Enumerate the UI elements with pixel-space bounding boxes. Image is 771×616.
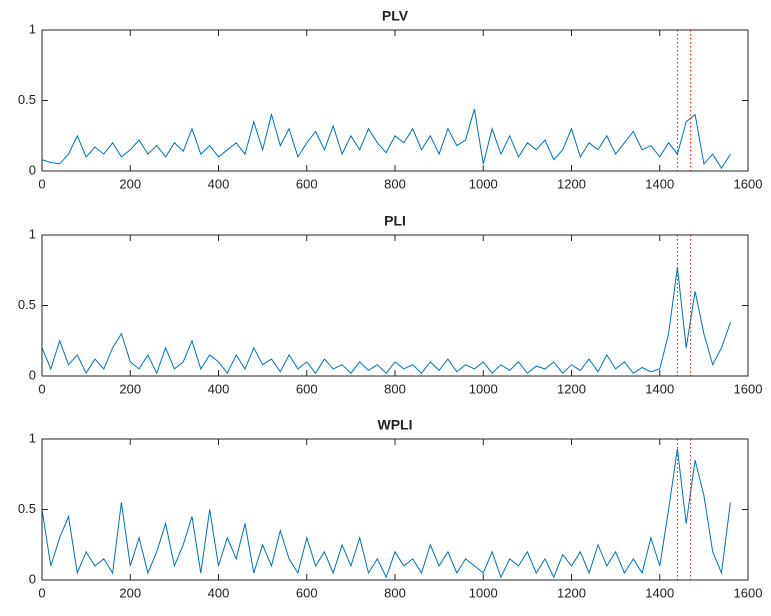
chart-title: WPLI <box>378 417 413 433</box>
x-tick-label: 1600 <box>734 176 763 191</box>
x-tick-label: 1600 <box>734 381 763 396</box>
x-tick-label: 1200 <box>557 176 586 191</box>
x-tick-label: 1200 <box>557 381 586 396</box>
x-tick-label: 0 <box>38 381 45 396</box>
x-tick-label: 800 <box>384 381 406 396</box>
x-tick-label: 200 <box>119 585 141 600</box>
x-tick-label: 600 <box>296 381 318 396</box>
x-tick-label: 200 <box>119 381 141 396</box>
y-tick-label: 1 <box>29 21 36 36</box>
data-line <box>41 448 731 579</box>
y-tick-label: 1 <box>29 430 36 445</box>
x-tick-label: 800 <box>384 585 406 600</box>
x-tick-label: 0 <box>38 176 45 191</box>
y-tick-label: 0 <box>29 162 36 177</box>
y-tick-label: 0 <box>29 571 36 586</box>
chart-title: PLI <box>384 213 406 229</box>
chart-title: PLV <box>382 8 409 24</box>
y-tick-label: 0.5 <box>18 92 36 107</box>
axes-box <box>41 29 749 172</box>
y-tick-label: 0.5 <box>18 297 36 312</box>
x-tick-label: 1400 <box>645 381 674 396</box>
axes-box <box>41 234 749 377</box>
x-tick-label: 400 <box>208 585 230 600</box>
x-tick-label: 600 <box>296 176 318 191</box>
x-tick-label: 600 <box>296 585 318 600</box>
axes-box <box>41 438 749 581</box>
y-tick-label: 0 <box>29 367 36 382</box>
y-tick-label: 0.5 <box>18 501 36 516</box>
y-tick-label: 1 <box>29 226 36 241</box>
x-tick-label: 800 <box>384 176 406 191</box>
data-line <box>41 108 731 170</box>
x-tick-label: 1000 <box>469 381 498 396</box>
x-tick-label: 400 <box>208 176 230 191</box>
data-line <box>41 267 731 375</box>
x-tick-label: 200 <box>119 176 141 191</box>
x-tick-label: 1600 <box>734 585 763 600</box>
x-tick-label: 1400 <box>645 585 674 600</box>
x-tick-label: 1000 <box>469 176 498 191</box>
x-tick-label: 1200 <box>557 585 586 600</box>
x-tick-label: 0 <box>38 585 45 600</box>
x-tick-label: 1400 <box>645 176 674 191</box>
x-tick-label: 1000 <box>469 585 498 600</box>
x-tick-label: 400 <box>208 381 230 396</box>
